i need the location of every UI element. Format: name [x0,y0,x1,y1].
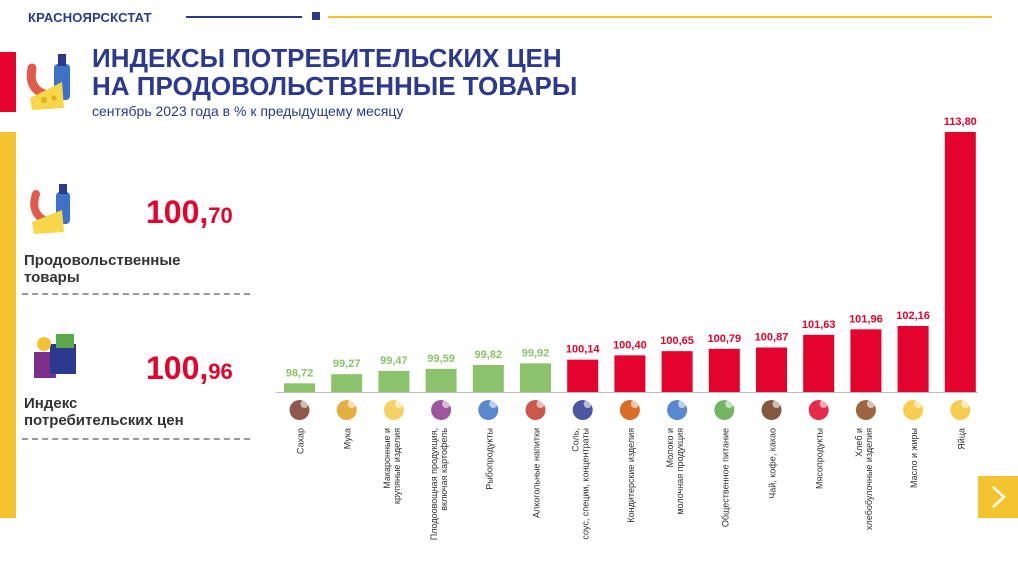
category-label-13: Хлеб ихлебобулочные изделия [854,428,874,530]
data-label-6: 99,92 [522,347,550,359]
bar-5 [472,365,504,392]
title-line-1: ИНДЕКСЫ ПОТРЕБИТЕЛЬСКИХ ЦЕН [92,43,562,73]
wine-icon [525,400,546,420]
chevron-right-icon [992,486,1006,508]
flour-icon [336,400,357,420]
cpi-label: Индекс потребительских цен [24,395,184,429]
vegetables-icon [431,400,452,420]
divider [22,293,250,295]
milk-icon [667,400,688,420]
oil-icon [903,400,924,420]
data-label-9: 100,65 [660,335,694,347]
bread-icon [855,400,876,420]
groceries-title-icon [26,54,70,110]
category-label-15: Яйца [956,428,966,450]
brand-name: КРАСНОЯРСКСТАТ [28,10,152,25]
page-title: ИНДЕКСЫ ПОТРЕБИТЕЛЬСКИХ ЦЕН НА ПРОДОВОЛЬ… [92,44,577,100]
header-line-navy [186,16,302,18]
bar-14 [897,326,929,392]
bar-10 [708,348,740,392]
category-label-1: Сахар [296,428,306,454]
groceries-icon [30,184,70,234]
data-label-1: 98,72 [286,367,314,379]
cake-icon [619,400,640,420]
accent-bar-yellow [0,132,16,518]
bar-15 [944,132,976,392]
food-index-label: Продовольственные товары [24,252,181,286]
sugar-icon [289,400,310,420]
bar-11 [756,347,787,392]
bar-7 [567,359,599,392]
data-label-8: 100,40 [613,339,647,351]
category-label-12: Мясопродукты [815,428,825,489]
data-label-12: 101,63 [802,319,836,331]
category-label-4: Плодоовощная продукция,включая картофель [429,428,449,541]
bar-2 [331,374,363,392]
data-label-10: 100,79 [707,333,741,345]
fish-icon [478,400,499,420]
bar-4 [425,368,457,392]
data-label-5: 99,82 [475,349,503,361]
bar-12 [803,334,835,392]
category-label-9: Молоко имолочная продукция [665,428,685,515]
title-line-2: НА ПРОДОВОЛЬСТВЕННЫЕ ТОВАРЫ [92,71,578,101]
category-label-6: Алкогольные напитки [532,428,542,518]
next-slide-button[interactable] [978,476,1018,518]
header-square [312,12,320,20]
category-label-3: Макаронные икрупяные изделия [382,428,402,504]
bar-1 [284,383,315,392]
cpi-value: 100,96 [146,350,233,386]
data-label-3: 99,47 [380,355,408,367]
data-label-7: 100,14 [566,344,601,356]
category-label-8: Кондитерские изделия [626,428,636,523]
bar-6 [520,363,551,392]
page-subtitle: сентябрь 2023 года в % к предыдущему мес… [92,103,404,119]
salt-icon [572,400,593,420]
category-label-14: Масло и жиры [909,428,919,488]
bar-13 [850,329,882,392]
data-label-11: 100,87 [755,332,789,344]
food-index-value: 100,70 [146,194,233,230]
food-service-icon [714,400,735,420]
data-label-2: 99,27 [333,358,361,370]
category-label-10: Общественное питание [720,428,730,527]
pasta-icon [383,400,404,420]
data-label-14: 102,16 [896,310,930,322]
bar-3 [378,370,410,392]
eggs-icon [950,400,971,420]
header-line-yellow [328,16,992,18]
bar-8 [614,355,646,392]
data-label-4: 99,59 [427,353,455,365]
coffee-icon [761,400,782,420]
shopping-box-icon [34,334,76,378]
category-label-11: Чай, кофе, какао [768,428,778,499]
category-label-2: Мука [343,428,353,449]
category-label-7: Соль,соус, специи, концентраты [571,428,591,540]
data-label-15: 113,80 [944,116,977,128]
accent-bar-red [0,52,16,112]
category-label-5: Рыбопродукты [484,428,494,490]
divider [22,438,250,440]
meat-icon [808,400,829,420]
data-label-13: 101,96 [849,313,883,325]
bar-9 [661,351,693,392]
